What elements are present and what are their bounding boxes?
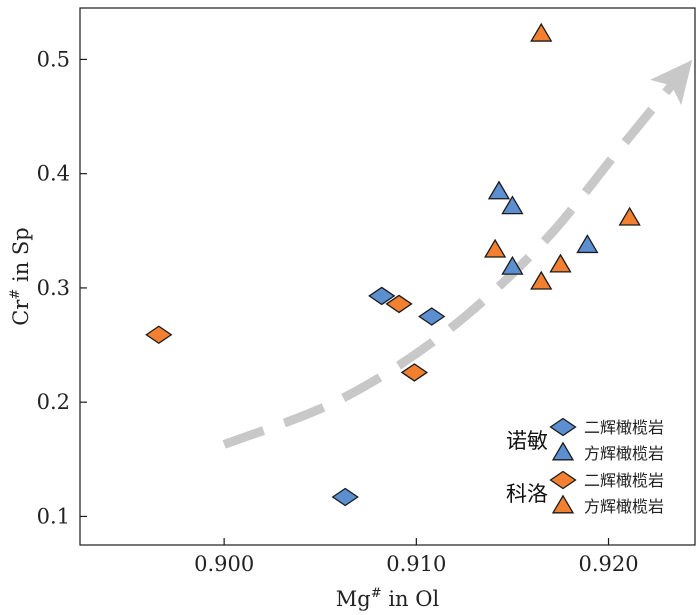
plot-frame bbox=[79, 7, 696, 546]
x-axis-label: Mg# in Ol bbox=[336, 586, 440, 611]
series-1 bbox=[487, 180, 599, 275]
triangle-point bbox=[530, 22, 553, 42]
triangle-point bbox=[618, 206, 641, 226]
diamond-point bbox=[418, 307, 446, 326]
legend-triangle-marker bbox=[551, 494, 575, 514]
y-axis-label: Cr# in Sp bbox=[8, 227, 33, 325]
triangle-point bbox=[487, 180, 511, 200]
x-tick-label: 0.920 bbox=[578, 552, 638, 576]
legend-item-label: 方辉橄榄岩 bbox=[584, 444, 664, 463]
series-0 bbox=[331, 286, 446, 507]
y-tick-label: 0.3 bbox=[37, 276, 70, 300]
diamond-point bbox=[331, 487, 359, 507]
x-axis-label-main: Mg bbox=[336, 587, 371, 611]
legend-item-label: 方辉橄榄岩 bbox=[584, 497, 664, 516]
legend-diamond-marker bbox=[549, 470, 577, 490]
diamond-point bbox=[400, 363, 429, 382]
triangle-point bbox=[549, 253, 572, 273]
legend-item-label: 二辉橄榄岩 bbox=[584, 471, 664, 490]
y-tick-label: 0.4 bbox=[37, 162, 70, 186]
series-3 bbox=[483, 22, 641, 290]
legend-group-label: 科洛 bbox=[506, 482, 548, 506]
axis-ticks: 0.900 0.910 0.920 0.1 0.2 0.3 0.4 0.5 bbox=[37, 47, 639, 576]
legend-diamond-marker bbox=[549, 417, 577, 437]
y-axis-label-sup: # bbox=[8, 289, 23, 300]
triangle-point bbox=[501, 195, 524, 215]
triangle-point bbox=[530, 270, 553, 290]
x-tick-label: 0.910 bbox=[386, 552, 446, 576]
x-tick-label: 0.900 bbox=[194, 552, 254, 576]
diamond-point bbox=[145, 325, 173, 345]
y-tick-label: 0.2 bbox=[37, 390, 70, 414]
trend-arrow-layer bbox=[222, 59, 693, 449]
diamond-point bbox=[385, 294, 413, 314]
y-tick-label: 0.1 bbox=[37, 504, 70, 528]
trend-arrow bbox=[222, 59, 693, 449]
triangle-point bbox=[576, 234, 599, 254]
series-2 bbox=[145, 294, 429, 382]
data-points bbox=[145, 22, 641, 507]
legend-group-label: 诺敏 bbox=[506, 429, 548, 453]
triangle-point bbox=[501, 255, 524, 275]
x-axis-label-rest: in Ol bbox=[382, 587, 440, 611]
legend-triangle-marker bbox=[551, 441, 575, 461]
y-axis-label-rest: in Sp bbox=[9, 227, 33, 288]
triangle-point bbox=[483, 238, 507, 258]
diamond-point bbox=[368, 286, 396, 306]
y-tick-label: 0.5 bbox=[37, 47, 70, 71]
legend-item-label: 二辉橄榄岩 bbox=[584, 418, 664, 437]
x-axis-label-sup: # bbox=[371, 586, 382, 601]
y-axis-label-main: Cr bbox=[9, 299, 33, 326]
